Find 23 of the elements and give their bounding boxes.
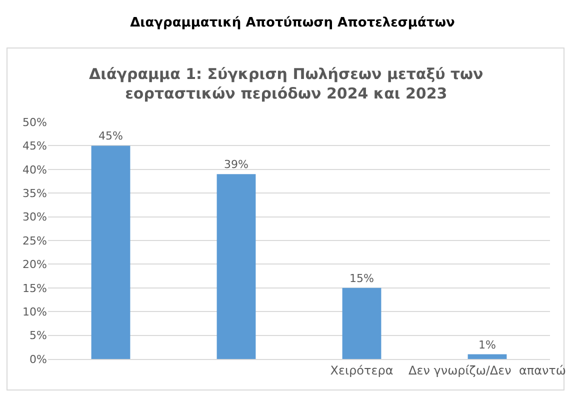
y-tick-label: 20%: [22, 258, 47, 272]
y-tick-label: 0%: [30, 352, 47, 366]
y-tick-label: 10%: [22, 305, 47, 318]
y-tick-label: 30%: [22, 210, 47, 224]
x-tick-label: Χειρότερα: [330, 363, 394, 378]
bar: [468, 354, 507, 359]
y-tick-label: 5%: [30, 329, 47, 342]
y-tick-label: 50%: [22, 116, 47, 129]
y-tick-label: 35%: [22, 186, 47, 200]
y-tick-label: 25%: [22, 234, 47, 248]
data-label: 1%: [478, 338, 496, 352]
data-label: 39%: [224, 158, 248, 172]
chart-title: Διαγραμματική Αποτύπωση Αποτελεσμάτων: [130, 16, 456, 31]
data-label: 45%: [98, 130, 123, 143]
x-tick-label: Δεν γνωρίζω/Δεν απαντώ: [408, 363, 566, 378]
y-tick-label: 45%: [22, 140, 47, 153]
data-label: 15%: [350, 272, 374, 285]
bar: [216, 174, 256, 359]
bar: [342, 288, 382, 359]
y-tick-label: 15%: [22, 282, 47, 295]
y-tick-label: 40%: [22, 163, 47, 176]
chart-subtitle: Διάγραμμα 1: Σύγκριση Πωλήσεων μεταξύ των εορταστικών περιόδων 2024 και 2023: [89, 65, 484, 102]
bar: [91, 146, 130, 359]
